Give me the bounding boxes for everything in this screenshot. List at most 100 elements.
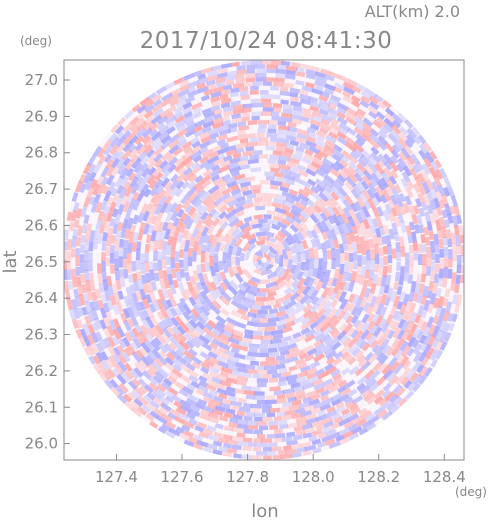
radar-echo-cell xyxy=(195,320,206,330)
radar-echo-cell xyxy=(175,99,187,109)
radar-echo-cell xyxy=(227,336,240,345)
radar-echo-cell xyxy=(448,248,453,260)
radar-echo-cell xyxy=(292,176,304,185)
radar-echo-cell xyxy=(216,72,228,79)
radar-echo-cell xyxy=(210,91,222,99)
radar-echo-cell xyxy=(164,362,176,373)
radar-echo-cell xyxy=(414,224,421,234)
radar-echo-cell xyxy=(313,248,319,260)
radar-echo-cell xyxy=(92,145,103,158)
radar-echo-cell xyxy=(264,326,276,332)
radar-echo-cell xyxy=(320,91,331,98)
radar-echo-cell xyxy=(275,355,286,361)
radar-echo-cell xyxy=(167,375,177,385)
radar-echo-cell xyxy=(317,432,328,440)
radar-echo-cell xyxy=(425,179,434,191)
radar-echo-cell xyxy=(348,403,359,412)
radar-echo-cell xyxy=(275,433,286,439)
radar-echo-cell xyxy=(184,160,194,169)
radar-echo-cell xyxy=(332,357,343,367)
radar-echo-cell xyxy=(348,262,354,273)
radar-echo-cell xyxy=(183,145,193,154)
radar-echo-cell xyxy=(356,382,366,392)
radar-echo-cell xyxy=(228,373,239,381)
radar-echo-cell xyxy=(339,263,345,275)
radar-echo-cell xyxy=(329,117,340,126)
radar-echo-cell xyxy=(216,387,227,395)
radar-echo-cell xyxy=(153,203,163,216)
radar-echo-cell xyxy=(267,316,280,323)
radar-echo-cell xyxy=(241,454,252,460)
radar-echo-cell xyxy=(311,438,322,446)
radar-echo-cell xyxy=(396,338,406,350)
radar-echo-cell xyxy=(368,268,375,281)
radar-echo-cell xyxy=(291,61,302,68)
radar-echo-cell xyxy=(409,311,418,324)
radar-echo-cell xyxy=(146,368,156,378)
radar-echo-cell xyxy=(438,331,448,343)
radar-echo-cell xyxy=(418,143,429,155)
radar-echo-cell xyxy=(376,376,387,386)
radar-echo-cell xyxy=(148,204,158,216)
radar-echo-cell xyxy=(242,81,254,87)
radar-echo-cell xyxy=(448,258,453,268)
radar-echo-cell xyxy=(253,438,263,443)
radar-echo-cell xyxy=(293,221,304,232)
radar-echo-cell xyxy=(219,271,227,281)
radar-echo-cell xyxy=(354,201,363,212)
radar-echo-cell xyxy=(451,293,459,305)
radar-echo-cell xyxy=(93,229,100,240)
radar-echo-cell xyxy=(287,346,300,355)
radar-echo-cell xyxy=(300,316,311,326)
radar-echo-cell xyxy=(242,437,253,443)
radar-echo-cell xyxy=(267,250,276,259)
radar-echo-cell xyxy=(323,173,335,184)
radar-echo-cell xyxy=(175,271,182,283)
radar-echo-cell xyxy=(423,142,433,153)
radar-echo-cell xyxy=(264,252,270,259)
radar-echo-cell xyxy=(287,378,297,385)
radar-echo-cell xyxy=(92,354,101,365)
radar-echo-cell xyxy=(389,304,398,315)
radar-echo-cell xyxy=(337,310,347,321)
radar-echo-cell xyxy=(237,121,247,127)
radar-echo-cell xyxy=(454,284,460,294)
radar-echo-cell xyxy=(266,433,276,439)
radar-echo-cell xyxy=(394,184,402,194)
radar-echo-cell xyxy=(381,235,387,245)
radar-echo-cell xyxy=(249,308,259,314)
radar-echo-cell xyxy=(386,402,396,412)
radar-echo-cell xyxy=(314,84,324,92)
radar-echo-cell xyxy=(68,308,76,320)
radar-echo-cell xyxy=(167,163,177,173)
radar-echo-cell xyxy=(341,367,351,376)
radar-echo-cell xyxy=(246,279,258,288)
radar-echo-cell xyxy=(296,446,307,454)
radar-echo-cell xyxy=(336,191,347,204)
radar-echo-cell xyxy=(257,128,266,133)
radar-echo-cell xyxy=(366,395,378,405)
radar-echo-cell xyxy=(146,280,154,293)
radar-echo-cell xyxy=(382,265,388,278)
radar-echo-cell xyxy=(210,174,221,183)
radar-echo-cell xyxy=(347,303,356,313)
radar-echo-cell xyxy=(195,314,207,326)
radar-echo-cell xyxy=(345,116,357,126)
radar-echo-cell xyxy=(117,361,128,373)
radar-echo-cell xyxy=(392,396,403,407)
radar-echo-cell xyxy=(183,430,195,438)
radar-echo-cell xyxy=(278,376,289,382)
radar-echo-cell xyxy=(141,274,147,285)
radar-echo-cell xyxy=(98,154,107,165)
radar-echo-cell xyxy=(166,256,171,266)
radar-echo-cell xyxy=(349,173,359,184)
radar-echo-cell xyxy=(91,322,99,332)
radar-echo-cell xyxy=(222,261,229,274)
radar-echo-cell xyxy=(438,199,446,209)
radar-echo-cell xyxy=(250,98,261,104)
radar-echo-cell xyxy=(107,284,114,296)
radar-echo-cell xyxy=(201,107,213,115)
radar-echo-cell xyxy=(351,100,361,108)
radar-echo-cell xyxy=(327,107,339,116)
radar-echo-cell xyxy=(228,417,238,424)
